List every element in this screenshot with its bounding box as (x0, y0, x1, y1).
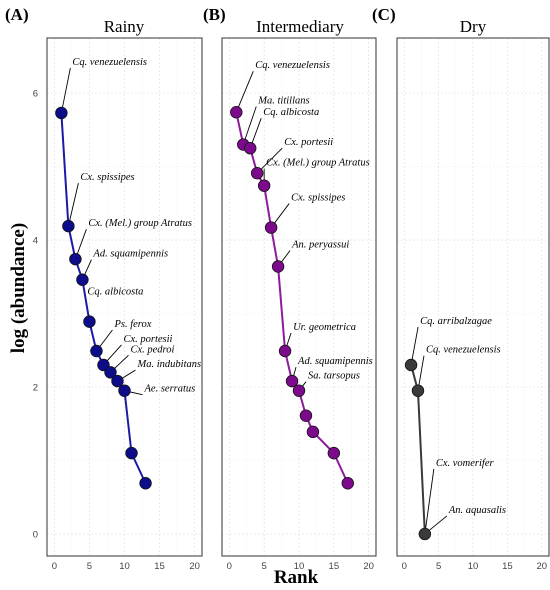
data-point (244, 142, 257, 155)
data-point (90, 344, 103, 358)
panel-dry: 0 5 10 15 20 (C) Dry Cq. arribalzagae Cq. venezu… (372, 5, 550, 572)
x-tick-label: 20 (189, 561, 200, 572)
species-label: Cq. albicosta (87, 287, 143, 298)
species-label: Cq. venezuelensis (255, 60, 330, 71)
data-point (292, 384, 306, 397)
data-point (118, 384, 131, 397)
data-point (55, 106, 68, 120)
data-point (125, 446, 138, 460)
data-point (69, 252, 82, 266)
annotation-leader (60, 67, 71, 114)
panel-letter: (B) (203, 5, 226, 24)
data-point (104, 366, 117, 379)
data-point (139, 477, 152, 490)
data-point (62, 219, 75, 233)
species-label: Cx. (Mel.) group Atratus (88, 218, 192, 229)
y-tick-label: 4 (33, 236, 38, 247)
panel-title: Dry (460, 17, 487, 36)
x-axis-label: Rank (274, 567, 319, 588)
annotation-leader (424, 468, 435, 535)
x-tick-label: 5 (436, 561, 441, 572)
data-point (250, 166, 264, 180)
x-tick-label: 10 (294, 561, 305, 572)
data-point (278, 344, 292, 358)
species-label: Ae. serratus (144, 384, 196, 395)
x-tick-label: 5 (87, 561, 92, 572)
species-label: Ps. ferox (113, 319, 151, 330)
data-point (285, 374, 299, 388)
species-label: An. peryassui (291, 240, 349, 251)
data-point (230, 106, 243, 119)
species-label: Cx. portesii (284, 137, 333, 148)
species-label: Cx. spissipes (80, 172, 134, 183)
data-point (411, 384, 425, 397)
species-label: Sa. tarsopus (308, 371, 360, 382)
data-point (271, 260, 285, 273)
annotation-leader (235, 71, 254, 113)
panel-letter: (C) (372, 5, 396, 24)
species-label: Cq. arribalzagae (420, 316, 492, 327)
x-tick-label: 5 (262, 561, 267, 572)
x-tick-label: 15 (154, 561, 165, 572)
x-tick-label: 0 (52, 561, 57, 572)
x-tick-label: 15 (329, 561, 340, 572)
y-tick-label: 0 (33, 529, 38, 540)
data-point (327, 446, 341, 460)
species-label: Ma. indubitans (136, 359, 201, 370)
data-point (111, 374, 124, 388)
panel-title: Rainy (104, 17, 145, 36)
panel-frame (46, 37, 203, 557)
x-tick-label: 10 (119, 561, 130, 572)
x-tick-label: 15 (502, 561, 513, 572)
y-tick-label: 2 (33, 383, 38, 394)
species-label: Cx. pedroi (130, 344, 174, 355)
data-point (306, 425, 320, 439)
species-label: Cq. albicosta (263, 107, 319, 118)
data-point (76, 273, 89, 286)
annotation-leader (410, 326, 419, 366)
annotation-leader (67, 182, 79, 227)
annotation-leader (242, 106, 257, 145)
species-label: Ad. squamipennis (297, 356, 373, 367)
panel-title: Intermediary (256, 17, 344, 36)
species-label: Cx. (Mel.) group Atratus (266, 158, 370, 169)
panel-intermediary: 0 5 10 15 20 (B) Intermediary Cq. venezuelensis… (203, 5, 377, 572)
panel-frame (221, 37, 377, 557)
species-label: Cx. vomerifer (436, 458, 495, 469)
species-label: Ur. geometrica (293, 322, 356, 333)
data-point (341, 477, 354, 490)
y-tick-label: 6 (33, 89, 38, 100)
x-tick-label: 0 (227, 561, 232, 572)
x-tick-label: 0 (402, 561, 407, 572)
species-label: Cq. venezuelensis (72, 57, 147, 68)
data-point (418, 527, 432, 541)
species-label: Cx. spissipes (291, 193, 345, 204)
x-tick-label: 20 (363, 561, 374, 572)
x-tick-label: 10 (468, 561, 479, 572)
data-point (404, 358, 418, 372)
species-label: Cq. venezuelensis (426, 345, 501, 356)
panel-letter: (A) (5, 5, 29, 24)
species-label: An. aquasalis (448, 505, 506, 516)
data-point (83, 315, 96, 328)
data-point (257, 179, 271, 192)
y-axis-label: log (abundance) (8, 223, 29, 353)
species-label: Ad. squamipennis (92, 249, 168, 260)
series-line (60, 112, 147, 484)
data-point (264, 221, 278, 234)
data-point (299, 409, 313, 422)
species-label: Ma. titillans (257, 96, 309, 107)
species-label: Cx. portesii (123, 334, 172, 345)
panel-frame (396, 37, 550, 557)
x-tick-label: 20 (536, 561, 547, 572)
